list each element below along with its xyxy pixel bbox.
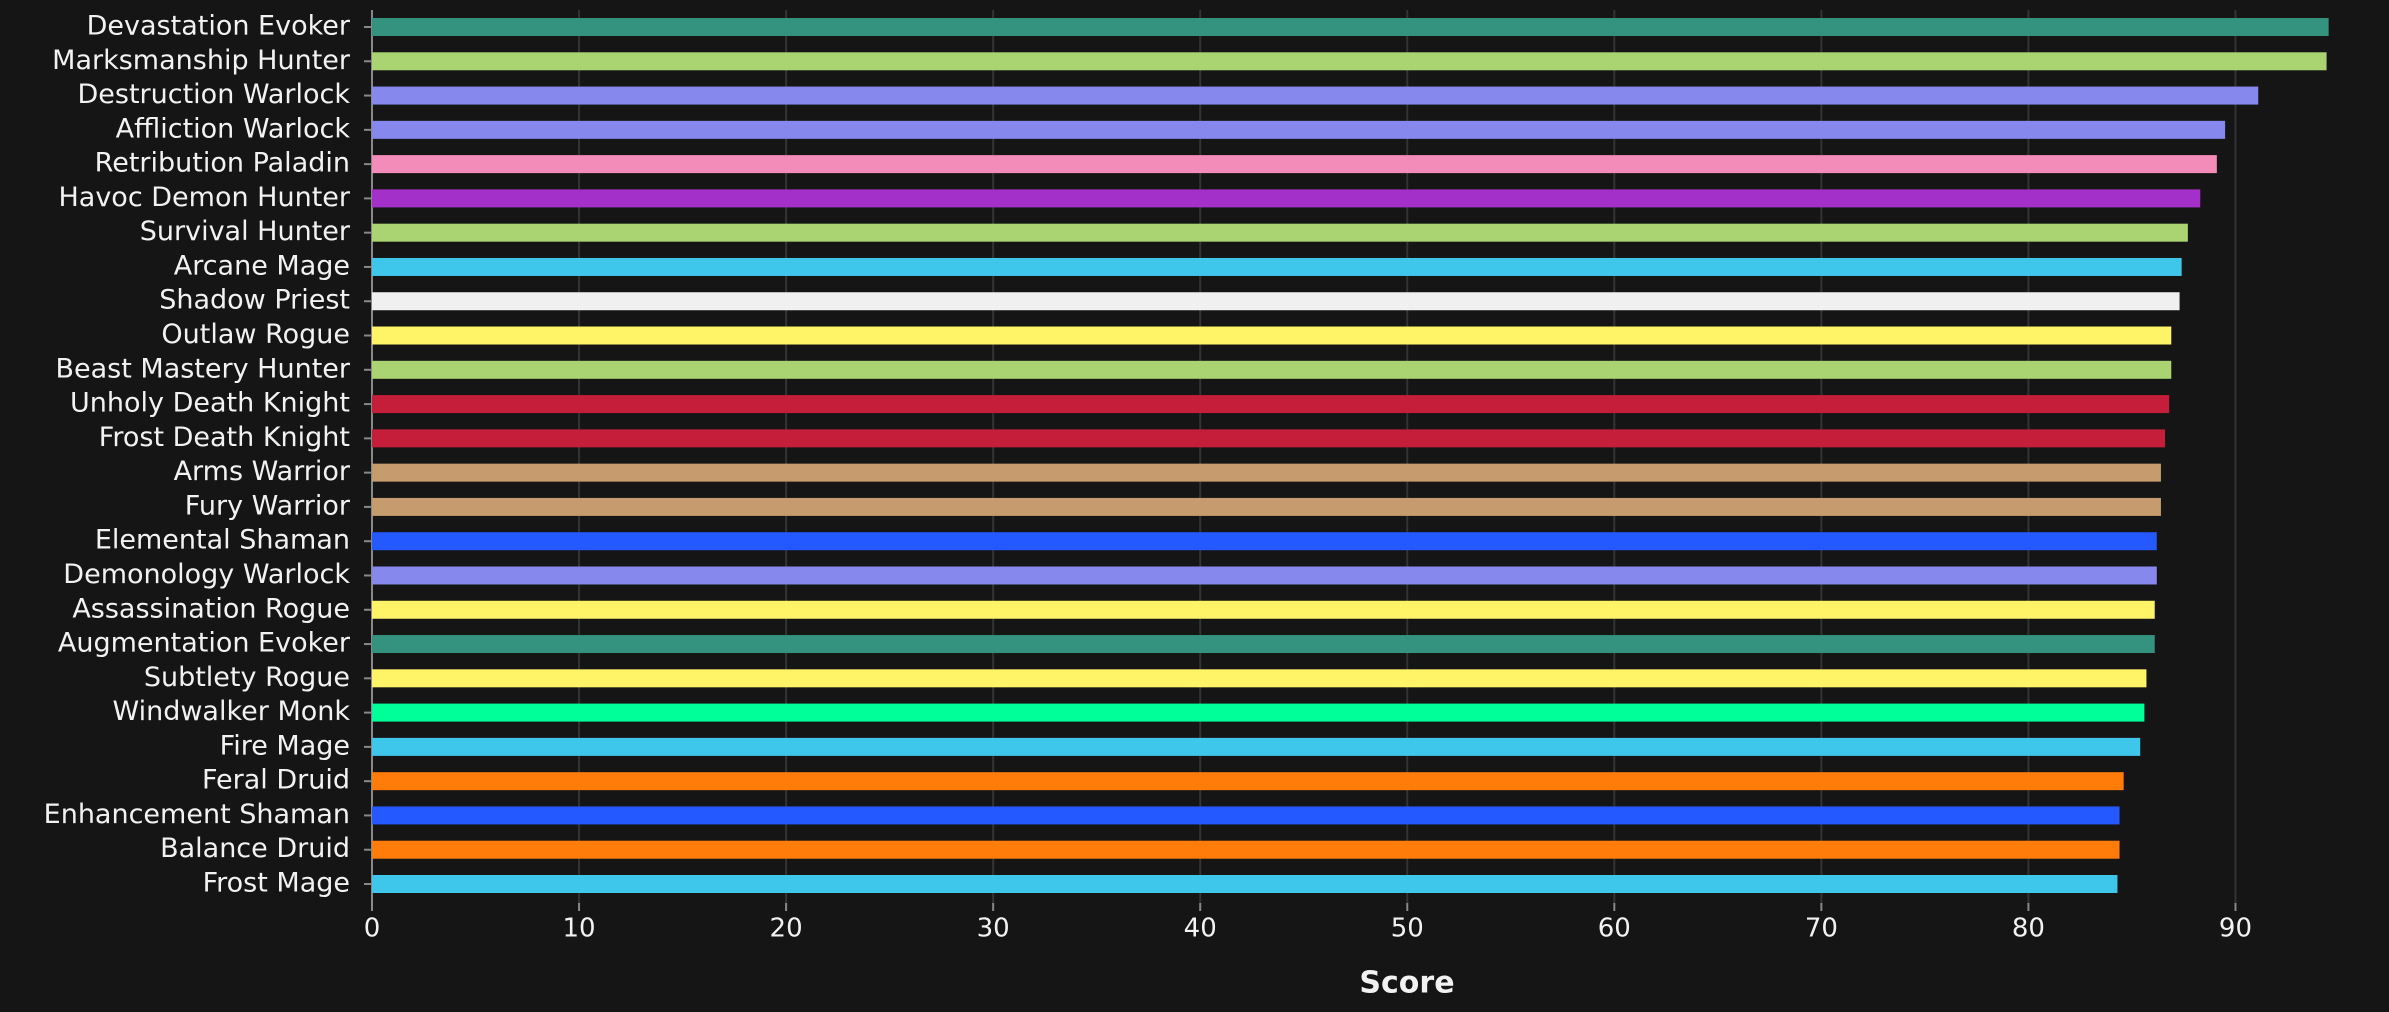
- y-tick-label: Fury Warrior: [185, 490, 351, 521]
- x-tick-label: 80: [2012, 914, 2045, 944]
- y-tick-label: Arms Warrior: [174, 456, 351, 487]
- x-tick-label: 40: [1184, 914, 1217, 944]
- x-tick-label: 70: [1805, 914, 1838, 944]
- bar: [372, 189, 2201, 208]
- bar: [372, 120, 2226, 139]
- y-tick-label: Retribution Paladin: [95, 148, 350, 179]
- bar: [372, 600, 2155, 619]
- bar: [372, 86, 2259, 105]
- bar: [372, 532, 2157, 551]
- x-tick-label: 90: [2219, 914, 2252, 944]
- x-tick-label: 0: [364, 914, 381, 944]
- bar: [372, 669, 2147, 688]
- bar: [372, 223, 2188, 242]
- bar: [372, 772, 2124, 791]
- y-tick-label: Survival Hunter: [140, 216, 351, 247]
- x-tick-label: 20: [770, 914, 803, 944]
- y-tick-label: Unholy Death Knight: [70, 388, 350, 419]
- bar: [372, 737, 2141, 756]
- y-tick-label: Balance Druid: [160, 833, 350, 864]
- y-tick-label: Beast Mastery Hunter: [55, 353, 350, 384]
- bar: [372, 429, 2166, 448]
- bar: [372, 806, 2120, 825]
- x-tick-label: 30: [977, 914, 1010, 944]
- y-tick-label: Demonology Warlock: [63, 559, 350, 590]
- y-tick-label: Subtlety Rogue: [144, 662, 350, 693]
- y-tick-label: Devastation Evoker: [87, 11, 351, 42]
- y-tick-label: Destruction Warlock: [77, 79, 350, 110]
- bar: [372, 635, 2155, 654]
- y-tick-label: Frost Death Knight: [99, 422, 350, 453]
- bar: [372, 257, 2182, 276]
- x-axis-title: Score: [1359, 966, 1454, 1001]
- y-tick-label: Feral Druid: [202, 765, 350, 796]
- y-tick-label: Havoc Demon Hunter: [58, 182, 350, 213]
- bar: [372, 52, 2327, 71]
- bar: [372, 360, 2172, 379]
- y-tick-label: Elemental Shaman: [95, 525, 350, 556]
- x-tick-label: 60: [1598, 914, 1631, 944]
- bar: [372, 395, 2170, 414]
- x-tick-label: 50: [1391, 914, 1424, 944]
- y-tick-label: Windwalker Monk: [112, 696, 350, 727]
- bar: [372, 155, 2217, 174]
- bar: [372, 566, 2157, 585]
- bar: [372, 875, 2118, 893]
- y-tick-label: Marksmanship Hunter: [52, 45, 351, 76]
- y-tick-label: Affliction Warlock: [116, 113, 351, 144]
- y-tick-label: Outlaw Rogue: [161, 319, 350, 350]
- bar: [372, 463, 2161, 482]
- y-tick-label: Augmentation Evoker: [58, 628, 351, 659]
- y-tick-label: Enhancement Shaman: [44, 799, 350, 830]
- bar: [372, 18, 2329, 36]
- y-tick-label: Frost Mage: [203, 868, 350, 899]
- bar: [372, 292, 2180, 311]
- y-tick-label: Assassination Rogue: [72, 593, 350, 624]
- bar: [372, 840, 2120, 859]
- x-tick-label: 10: [563, 914, 596, 944]
- bar: [372, 703, 2145, 722]
- bar: [372, 326, 2172, 345]
- y-tick-label: Shadow Priest: [159, 285, 350, 316]
- y-tick-label: Arcane Mage: [174, 250, 350, 281]
- bar: [372, 497, 2161, 516]
- y-tick-label: Fire Mage: [220, 730, 350, 761]
